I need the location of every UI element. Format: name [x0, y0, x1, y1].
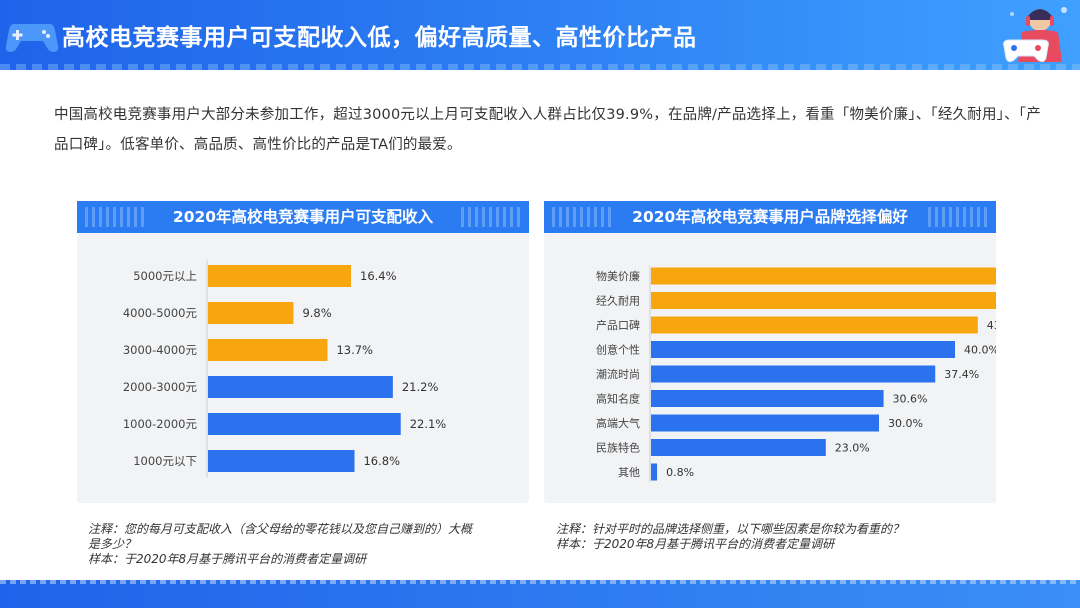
bar [208, 265, 352, 287]
category-label: 高端大气 [596, 416, 640, 430]
bar [208, 339, 328, 361]
value-label: 13.7% [336, 343, 373, 357]
category-label: 1000-2000元 [123, 417, 198, 431]
income-bar-chart: 5000元以上 16.4% 4000-5000元 9.8% 3000-4000元 13.7… [123, 259, 447, 478]
header-banner: 高校电竞赛事用户可支配收入低，偏好高质量、高性价比产品 [0, 0, 1080, 70]
bar [651, 365, 936, 383]
bar [208, 302, 294, 324]
value-label: 37.4% [944, 368, 979, 381]
bar [651, 390, 884, 407]
right-note: 注释：针对平时的品牌选择侧重，以下哪些因素是你较为看重的？ 样本：于2020年8… [556, 522, 996, 552]
left-note-line1: 注释：您的每月可支配收入（含父母给的零花钱以及您自己赚到的）大概 [88, 522, 473, 536]
category-label: 3000-4000元 [123, 343, 198, 357]
category-label: 物美价廉 [596, 269, 640, 283]
value-label: 40.0% [964, 344, 996, 357]
value-label: 30.6% [893, 393, 928, 406]
bar [208, 450, 355, 472]
value-label: 43.0% [987, 319, 996, 332]
right-note-line2: 样本：于2020年8月基于腾讯平台的消费者定量调研 [556, 537, 835, 551]
page-title: 高校电竞赛事用户可支配收入低，偏好高质量、高性价比产品 [62, 25, 697, 51]
value-label: 16.8% [363, 454, 400, 468]
bar [651, 267, 999, 285]
category-label: 民族特色 [596, 441, 640, 455]
left-panel-title: 2020年高校电竞赛事用户可支配收入 [77, 201, 529, 233]
bar [208, 413, 401, 435]
gamepad-icon [5, 24, 59, 52]
bar [651, 316, 978, 334]
value-label: 0.8% [666, 466, 694, 479]
value-label: 30.0% [888, 417, 923, 430]
bar [651, 414, 879, 432]
bar [208, 376, 393, 398]
value-label: 9.8% [302, 306, 331, 320]
value-label: 22.1% [410, 417, 447, 431]
left-note-line3: 样本：于2020年8月基于腾讯平台的消费者定量调研 [88, 552, 367, 566]
bar [651, 439, 826, 456]
bar [651, 341, 955, 358]
right-panel-title: 2020年高校电竞赛事用户品牌选择偏好 [544, 201, 996, 233]
gamer-illustration [1003, 7, 1067, 63]
category-label: 4000-5000元 [123, 306, 198, 320]
category-label: 潮流时尚 [596, 367, 640, 381]
category-label: 产品口碑 [596, 318, 640, 332]
category-label: 2000-3000元 [123, 380, 198, 394]
left-panel: 5000元以上 16.4% 4000-5000元 9.8% 3000-4000元 13.7… [77, 233, 529, 503]
category-label: 其他 [618, 466, 640, 479]
brand-preference-bar-chart: 物美价廉45.7%经久耐用45.5%产品口碑43.0%创意个性40.0%潮流时尚… [596, 265, 1042, 483]
category-label: 经久耐用 [596, 295, 640, 308]
bar [651, 292, 997, 309]
left-note: 注释：您的每月可支配收入（含父母给的零花钱以及您自己赚到的）大概 是多少？ 样本… [88, 522, 528, 567]
category-label: 5000元以上 [133, 269, 197, 283]
intro-paragraph: 中国高校电竞赛事用户大部分未参加工作，超过3000元以上月可支配收入人群占比仅3… [54, 107, 1041, 153]
category-label: 创意个性 [596, 343, 640, 357]
value-label: 23.0% [835, 442, 870, 455]
right-note-line1: 注释：针对平时的品牌选择侧重，以下哪些因素是你较为看重的？ [556, 522, 905, 536]
value-label: 16.4% [360, 269, 397, 283]
value-label: 21.2% [402, 380, 439, 394]
right-panel: 物美价廉45.7%经久耐用45.5%产品口碑43.0%创意个性40.0%潮流时尚… [544, 233, 1042, 503]
footer-bar [0, 580, 1080, 608]
left-note-line2: 是多少？ [88, 537, 137, 551]
bar [651, 463, 658, 481]
category-label: 高知名度 [596, 392, 640, 406]
category-label: 1000元以下 [133, 454, 197, 468]
